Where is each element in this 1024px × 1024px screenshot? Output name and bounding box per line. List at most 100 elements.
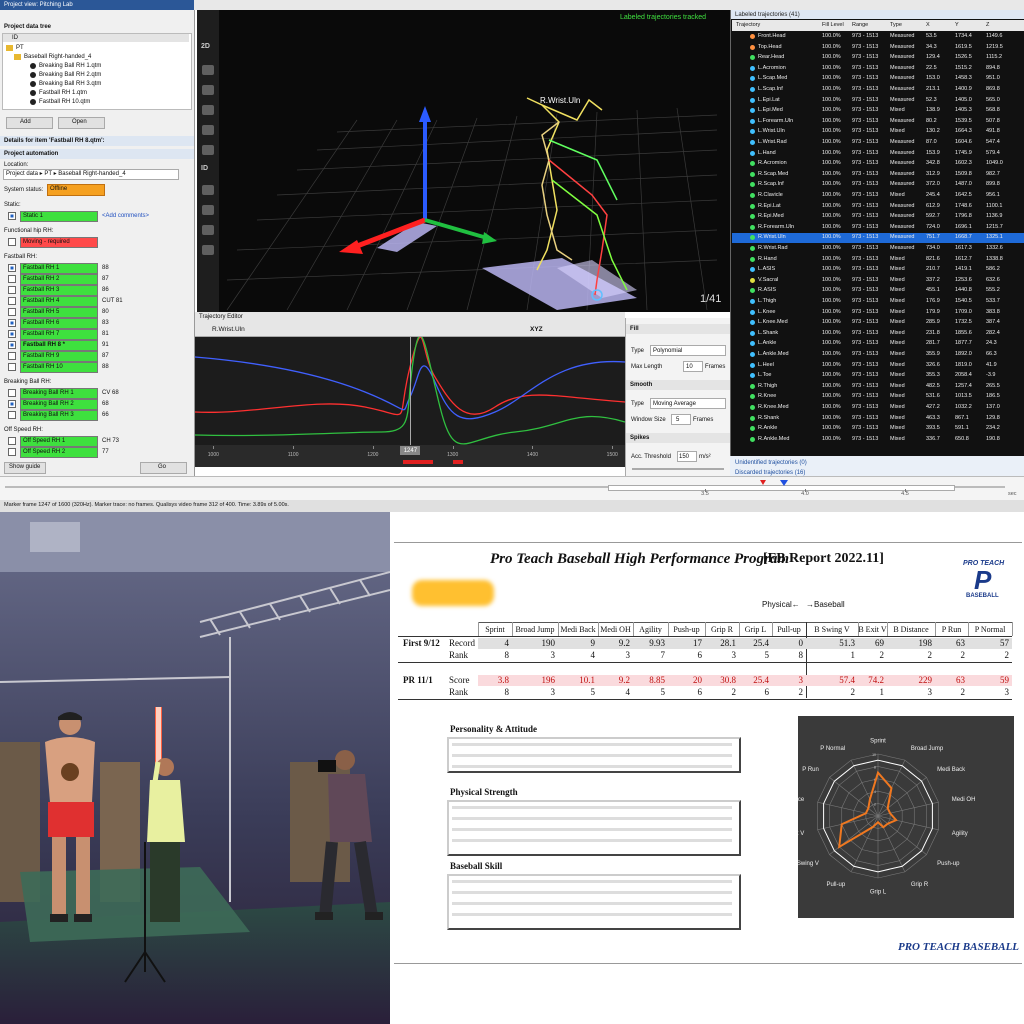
table-cell: 100.0% [822,54,841,61]
item-name[interactable]: Fastball RH 6 [23,320,60,326]
item-box[interactable] [20,237,98,248]
select-value[interactable]: Polynomial [653,348,683,354]
slider[interactable] [632,468,724,470]
input-value[interactable]: 5 [676,417,680,423]
table-cell: 1215.7 [986,223,1003,230]
item-box[interactable] [20,362,98,373]
view-tool[interactable]: 2D [201,43,210,50]
checkbox[interactable] [8,437,16,445]
item-name[interactable]: Moving - required [23,239,70,245]
table-cell: 100.0% [822,414,841,421]
item-box[interactable] [20,447,98,458]
checkbox[interactable] [8,264,16,272]
item-box[interactable] [20,329,98,340]
item-box[interactable] [20,307,98,318]
item-name[interactable]: Fastball RH 8 * [23,342,66,348]
checkbox[interactable] [8,389,16,397]
checkbox[interactable] [8,341,16,349]
open-label[interactable]: Open [72,119,87,125]
add-button[interactable] [6,117,53,129]
table-cell: 973 - 1513 [852,361,879,368]
item-name[interactable]: Breaking Ball RH 2 [23,401,74,407]
checkbox[interactable] [8,400,16,408]
input-value[interactable]: 150 [679,454,690,460]
add-label[interactable]: Add [20,119,31,125]
item-box[interactable] [20,285,98,296]
checkbox[interactable] [8,275,16,283]
select[interactable] [650,398,726,409]
item-name[interactable]: Fastball RH 3 [23,287,60,293]
item-name[interactable]: Fastball RH 7 [23,331,60,337]
item-name[interactable]: Fastball RH 10 [23,364,63,370]
item-box[interactable] [20,340,98,351]
go-label[interactable]: Go [158,464,167,470]
guide-button[interactable] [4,462,46,474]
input[interactable] [677,451,697,462]
checkbox[interactable] [8,352,16,360]
table-cell: R.Shank [758,414,780,421]
item-name[interactable]: Breaking Ball RH 1 [23,390,74,396]
checkbox[interactable] [8,308,16,316]
open-button[interactable] [58,117,105,129]
item-name[interactable]: Fastball RH 5 [23,309,60,315]
playhead[interactable] [780,480,788,486]
item-name[interactable]: Breaking Ball RH 3 [23,412,74,418]
item-name[interactable]: Fastball RH 4 [23,298,60,304]
table-cell: 973 - 1513 [852,351,879,357]
checkbox[interactable] [8,212,16,220]
item-box[interactable] [20,318,98,329]
table-value: 57.4 [839,675,855,685]
item-comment: 66 [102,412,109,418]
col-rule [739,622,740,636]
status-box[interactable] [47,184,105,196]
col-rule [705,622,706,636]
status-value[interactable]: Offline [50,186,68,192]
editor-axis[interactable]: XYZ [530,326,543,333]
select-value[interactable]: Moving Average [653,401,696,407]
report-code: [FB Report 2022.11] [763,551,884,566]
table-cell: Mixed [890,414,905,421]
item-box[interactable] [20,211,98,222]
item-box[interactable] [20,388,98,399]
marker-dot [750,277,755,283]
axis-label: Medi OH [952,797,976,803]
item-name[interactable]: Fastball RH 9 [23,353,60,359]
guide-label[interactable]: Show guide [9,464,41,470]
table-cell: 100.0% [822,435,841,442]
item-name[interactable]: Static 1 [23,213,44,219]
select[interactable] [650,345,726,356]
table-cell: R.Clavicle [758,192,783,198]
checkbox[interactable] [8,363,16,371]
checkbox[interactable] [8,238,16,246]
input[interactable] [683,361,703,372]
marker-dot [750,76,755,82]
view-tool[interactable]: ID [201,165,208,172]
table-value: 5 [764,650,770,660]
item-comment: 80 [102,309,109,315]
item-box[interactable] [20,296,98,307]
checkbox[interactable] [8,411,16,419]
checkbox[interactable] [8,330,16,338]
item-box[interactable] [20,436,98,447]
table-cell: 100.0% [822,351,841,357]
go-button[interactable] [140,462,187,474]
item-name[interactable]: Fastball RH 1 [23,265,60,271]
time-unit: sec [1008,491,1017,497]
checkbox[interactable] [8,286,16,294]
table-cell: Mixed [890,298,905,304]
item-name[interactable]: Off Speed RH 1 [23,438,66,444]
item-box[interactable] [20,410,98,421]
input[interactable] [671,414,691,425]
item-box[interactable] [20,351,98,362]
item-box[interactable] [20,399,98,410]
item-name[interactable]: Off Speed RH 2 [23,449,66,455]
item-box[interactable] [20,263,98,274]
input-value[interactable]: 10 [686,364,693,370]
item-name[interactable]: Fastball RH 2 [23,276,60,282]
item-box[interactable] [20,274,98,285]
checkbox[interactable] [8,297,16,305]
checkbox[interactable] [8,448,16,456]
unit: Frames [693,417,714,423]
checkbox[interactable] [8,319,16,327]
table-cell: 973 - 1513 [852,43,879,50]
